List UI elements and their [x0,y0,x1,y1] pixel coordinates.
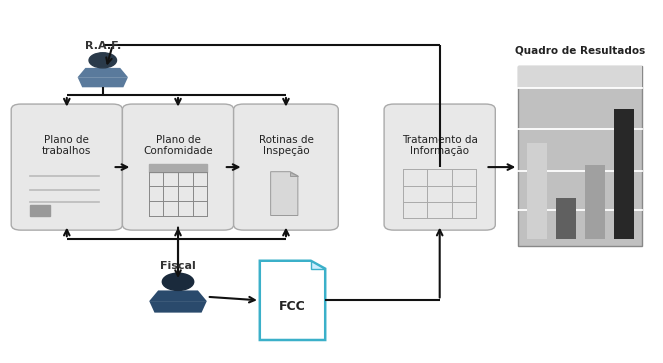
FancyBboxPatch shape [11,104,123,230]
Polygon shape [260,261,326,340]
Polygon shape [271,172,298,216]
Polygon shape [78,68,128,77]
Bar [556,198,576,239]
Text: Plano de
trabalhos: Plano de trabalhos [42,135,91,156]
Polygon shape [149,301,207,313]
Bar [527,143,547,239]
Polygon shape [149,290,207,301]
Bar [614,109,634,239]
Bar [30,205,50,216]
FancyBboxPatch shape [233,104,338,230]
FancyBboxPatch shape [384,104,495,230]
Polygon shape [311,261,326,269]
Bar [518,66,642,88]
Text: R.A.F.: R.A.F. [85,41,121,51]
FancyBboxPatch shape [123,104,233,230]
Polygon shape [78,77,128,87]
Text: Quadro de Resultados: Quadro de Resultados [515,45,646,56]
Text: Plano de
Confomidade: Plano de Confomidade [143,135,213,156]
Circle shape [89,53,117,68]
Text: Tratamento da
Informação: Tratamento da Informação [402,135,477,156]
Bar [585,165,605,239]
Text: FCC: FCC [279,300,306,313]
Text: Fiscal: Fiscal [160,261,196,271]
Bar [518,66,642,246]
Text: Rotinas de
Inspeção: Rotinas de Inspeção [259,135,314,156]
Bar [149,164,208,172]
Circle shape [162,273,194,290]
Polygon shape [290,172,298,176]
